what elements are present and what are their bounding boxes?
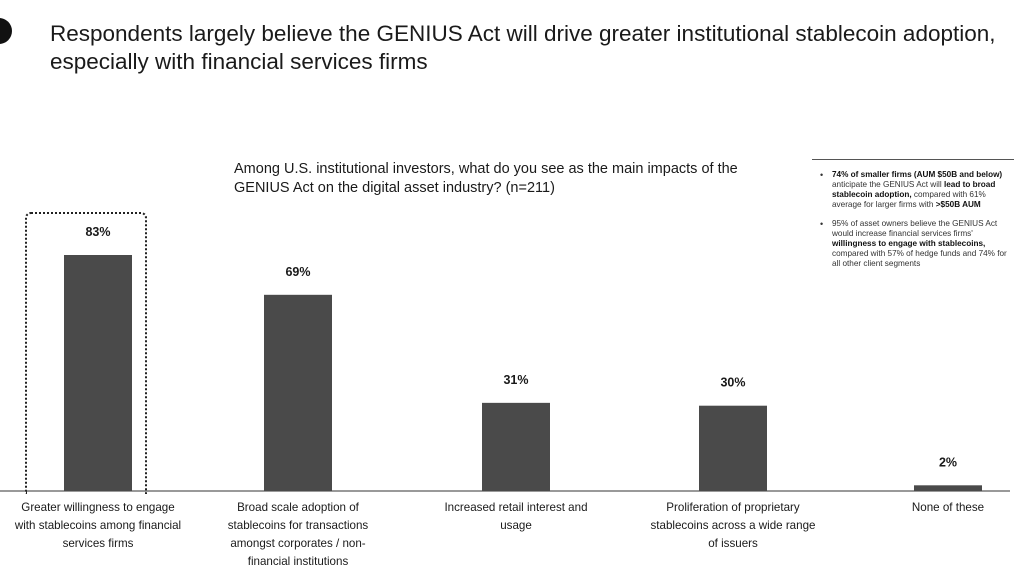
bar-5 <box>914 485 982 491</box>
category-label-5: None of these <box>911 501 985 514</box>
bar-1 <box>64 255 132 491</box>
side-note-1: 74% of smaller firms (AUM $50B and below… <box>820 170 1014 210</box>
bar-value-label-2: 69% <box>285 265 310 279</box>
bar-value-label-4: 30% <box>720 376 745 390</box>
bars-layer: 83% 69% 31% 30% 2% <box>64 225 982 491</box>
side-note-1-bold-a: 74% of smaller firms (AUM $50B and below… <box>832 170 1003 179</box>
page-headline: Respondents largely believe the GENIUS A… <box>50 21 996 74</box>
headline-bullet-dot <box>0 18 12 44</box>
side-note-2-text-a: 95% of asset owners believe the GENIUS A… <box>832 219 998 238</box>
category-label-1: Greater willingness to engage with stabl… <box>14 501 182 550</box>
side-notes-panel: 74% of smaller firms (AUM $50B and below… <box>812 159 1014 278</box>
side-note-2: 95% of asset owners believe the GENIUS A… <box>820 219 1014 269</box>
side-note-1-bold-b: lead to broad stablecoin adoption, <box>832 180 996 199</box>
side-note-2-text-b: compared with 57% of hedge funds and 74%… <box>832 249 1007 268</box>
side-note-2-bold-a: willingness to engage with stablecoins, <box>832 239 986 248</box>
category-label-3: Increased retail interest and usage <box>444 501 588 532</box>
bar-value-label-3: 31% <box>503 373 528 387</box>
category-label-2: Broad scale adoption of stablecoins for … <box>227 501 369 568</box>
side-note-1-text-a: anticipate the GENIUS Act will <box>832 180 944 189</box>
chart-title: Among U.S. institutional investors, what… <box>234 161 738 196</box>
bar-value-label-1: 83% <box>85 225 110 239</box>
bar-value-label-5: 2% <box>939 455 957 469</box>
bar-4 <box>699 405 767 491</box>
side-note-1-bold-c: >$50B AUM <box>935 200 981 209</box>
bar-2 <box>264 294 332 491</box>
side-note-1-text-b: compared with 61% average for larger fir… <box>832 190 986 209</box>
bar-3 <box>482 402 550 491</box>
category-label-4: Proliferation of proprietary stablecoins… <box>650 501 816 550</box>
highlight-dotted-box <box>25 212 147 494</box>
